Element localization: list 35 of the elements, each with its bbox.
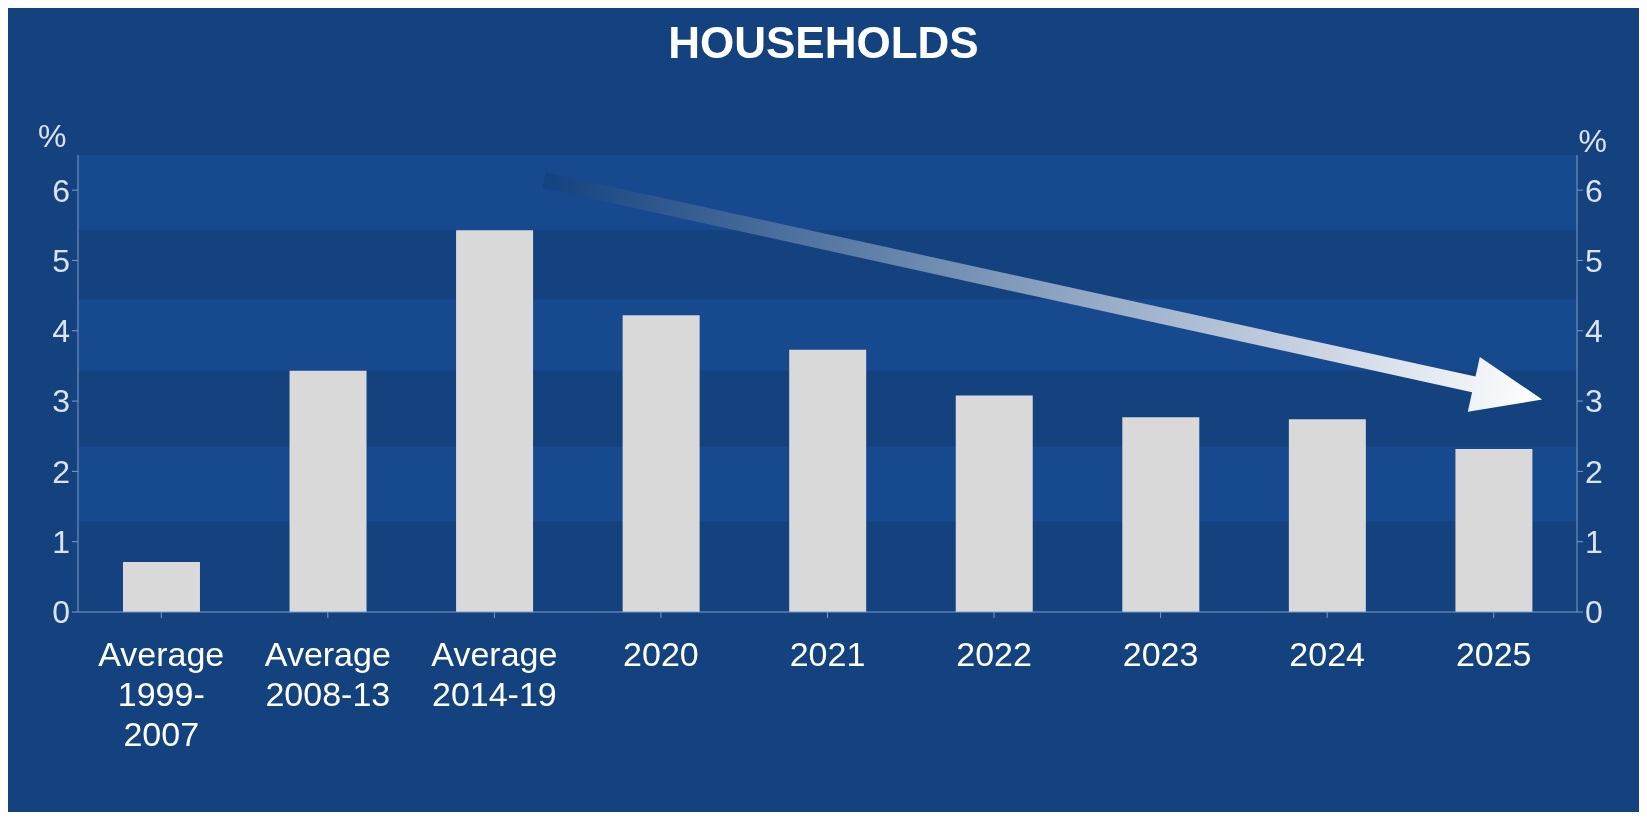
bar	[955, 395, 1033, 612]
x-tick-label: Average 2008-13	[264, 635, 391, 713]
bar	[1288, 419, 1366, 612]
x-tick-label: Average 2014-19	[431, 635, 558, 713]
x-tick-label: 2024	[1289, 635, 1365, 673]
y2-tick-label: 6	[1585, 172, 1603, 209]
y2-tick-label: 2	[1585, 453, 1603, 490]
y2-tick-label: 4	[1585, 313, 1603, 350]
x-tick-label: 2025	[1455, 635, 1532, 673]
bar	[1455, 448, 1533, 612]
y-tick-label: 1	[52, 524, 70, 561]
x-tick-label: 2022	[956, 635, 1032, 673]
x-tick-label: 2023	[1122, 635, 1199, 673]
bar	[289, 370, 367, 612]
x-tick-label: 2020	[623, 635, 699, 673]
y2-tick-label: 3	[1585, 383, 1603, 420]
x-tick-label: 2021	[789, 635, 866, 673]
y-tick-label: 6	[52, 172, 70, 209]
bar	[789, 349, 867, 612]
y-tick-label: 4	[52, 313, 70, 350]
y2-tick-label: 0	[1585, 594, 1603, 631]
y-tick-label: 5	[52, 242, 70, 279]
y-tick-label: 3	[52, 383, 70, 420]
bar	[1122, 417, 1200, 612]
x-tick-label: Average 1999-2007	[98, 635, 225, 753]
bar	[456, 230, 534, 612]
y2-tick-label: 5	[1585, 242, 1603, 279]
y-tick-label: 0	[52, 594, 70, 631]
y-axis-title: %	[38, 118, 67, 155]
bar	[622, 315, 700, 612]
chart-title: HOUSEHOLDS	[667, 17, 980, 69]
y2-axis-title: %	[1578, 123, 1607, 160]
y2-tick-label: 1	[1585, 524, 1603, 561]
bar	[122, 562, 200, 612]
y-tick-label: 2	[52, 453, 70, 490]
